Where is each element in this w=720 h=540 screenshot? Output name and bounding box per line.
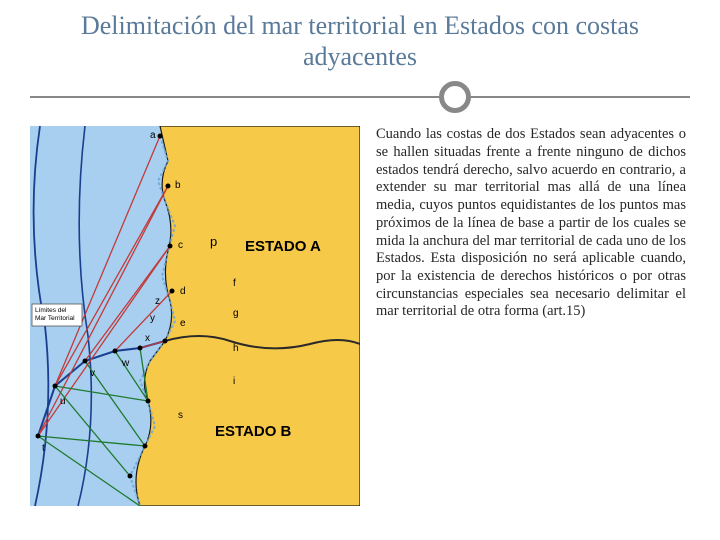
svg-text:x: x: [145, 333, 150, 344]
svg-text:b: b: [175, 180, 181, 191]
title-divider: [30, 78, 690, 118]
svg-text:s: s: [178, 410, 183, 421]
svg-text:w: w: [121, 358, 130, 369]
text-column: Cuando las costas de dos Estados sean ad…: [376, 126, 690, 526]
slide-title: Delimitación del mar territorial en Esta…: [30, 10, 690, 72]
map-diagram: a b c d e f g h i p s t u v w x y: [30, 126, 360, 506]
svg-text:a: a: [150, 130, 156, 141]
svg-text:h: h: [233, 343, 239, 354]
svg-text:e: e: [180, 318, 186, 329]
estado-a-label: ESTADO A: [245, 238, 321, 255]
svg-text:p: p: [210, 234, 217, 249]
svg-text:c: c: [178, 240, 183, 251]
estado-b-label: ESTADO B: [215, 423, 292, 440]
limites-label: Límites del: [35, 307, 67, 314]
svg-text:y: y: [150, 313, 155, 324]
svg-text:t: t: [42, 443, 45, 454]
body-paragraph: Cuando las costas de dos Estados sean ad…: [376, 126, 686, 321]
svg-text:u: u: [60, 396, 66, 407]
svg-text:z: z: [155, 296, 160, 307]
svg-text:g: g: [233, 308, 239, 319]
svg-text:f: f: [233, 278, 236, 289]
svg-text:d: d: [180, 286, 186, 297]
svg-text:v: v: [90, 368, 95, 379]
svg-text:i: i: [233, 376, 235, 387]
content-row: a b c d e f g h i p s t u v w x y: [30, 126, 690, 526]
svg-text:Mar Territorial: Mar Territorial: [35, 315, 75, 322]
